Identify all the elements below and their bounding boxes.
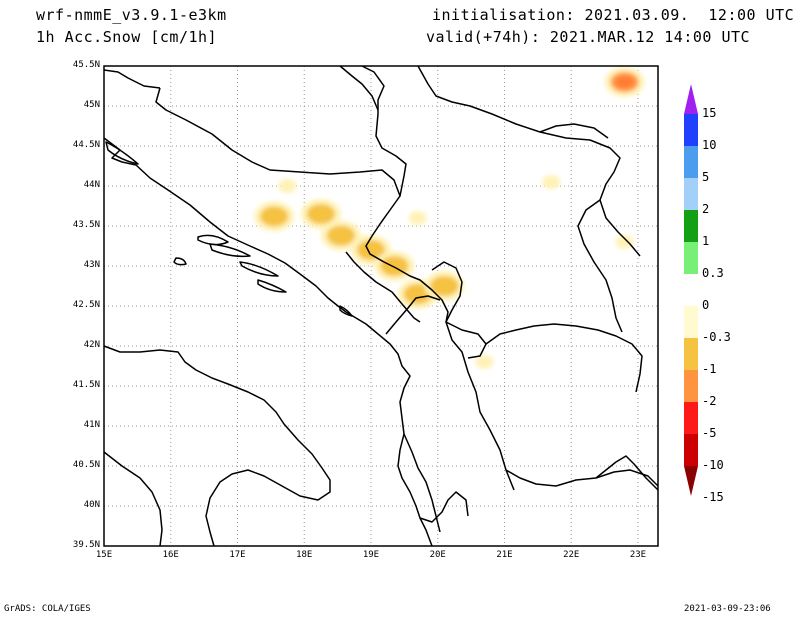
map-border: [103, 65, 659, 547]
lon-tick-label: 20E: [429, 550, 446, 560]
colorbar-segment: [684, 242, 698, 274]
lat-tick-label: 40N: [83, 500, 100, 510]
coastline-italy-gulf: [103, 451, 163, 547]
colorbar-label: 2: [702, 202, 710, 216]
colorbar-segment: [684, 434, 698, 466]
snow-area: [403, 284, 432, 304]
snow-core: [616, 77, 633, 87]
lat-tick-label: 41N: [83, 420, 100, 430]
lat-tick-label: 44N: [83, 180, 100, 190]
colorbar-label: -1: [702, 362, 717, 376]
snow-area: [356, 240, 385, 260]
colorbar-segment: [684, 370, 698, 402]
colorbar-label: 10: [702, 138, 717, 152]
lon-tick-label: 22E: [563, 550, 580, 560]
colorbar-label: -2: [702, 394, 717, 408]
lon-tick-label: 23E: [629, 550, 647, 560]
colorbar-segment: [684, 274, 698, 306]
lat-tick-label: 44.5N: [72, 140, 100, 150]
colorbar-bottom-arrow: [684, 466, 698, 496]
border-kosovo: [431, 261, 487, 359]
lat-tick-label: 45.5N: [72, 60, 100, 70]
colorbar: [684, 84, 698, 496]
colorbar-top-arrow: [684, 84, 698, 114]
coastline-greece-2: [403, 433, 441, 533]
snow-area: [260, 206, 289, 227]
island-6: [339, 305, 353, 317]
colorbar-label: 1: [702, 234, 710, 248]
colorbar-label: 0.3: [702, 266, 724, 280]
init-time: initialisation: 2021.03.09. 12:00 UTC: [432, 6, 795, 24]
border-slovenia: [103, 69, 161, 89]
colorbar-segment: [684, 114, 698, 146]
border-bosnia-serbia: [365, 195, 449, 323]
lon-tick-label: 15E: [95, 550, 113, 560]
snow-shading: [254, 67, 645, 369]
valid-time: valid(+74h): 2021.MAR.12 14:00 UTC: [426, 28, 751, 46]
lon-tick-label: 17E: [229, 550, 246, 560]
model-name: wrf-nmmE_v3.9.1-e3km: [36, 6, 227, 24]
border-romania: [417, 65, 641, 257]
timestamp: 2021-03-09-23:06: [684, 604, 771, 614]
lat-tick-label: 42N: [83, 340, 100, 350]
island-istria: [105, 141, 139, 165]
colorbar-segment: [684, 178, 698, 210]
colorbar-segment: [684, 146, 698, 178]
coastline-albania-2: [419, 491, 469, 523]
coastlines-borders: [103, 65, 659, 547]
border-montenegro: [345, 251, 421, 323]
colorbar-label: -15: [702, 490, 724, 504]
border-north-macedonia-greece: [505, 469, 659, 487]
colorbar-label: 5: [702, 170, 710, 184]
field-name: 1h Acc.Snow [cm/1h]: [36, 28, 218, 46]
border-macedonia: [485, 323, 643, 393]
island-1: [197, 234, 229, 246]
snow-area: [542, 175, 561, 189]
island-3: [239, 261, 279, 277]
snow-area: [615, 235, 634, 249]
lat-tick-label: 42.5N: [72, 300, 100, 310]
snow-area: [475, 355, 494, 369]
border-croatia-bosnia: [155, 65, 407, 197]
colorbar-segment: [684, 338, 698, 370]
lon-tick-label: 19E: [362, 550, 380, 560]
colorbar-label: -10: [702, 458, 724, 472]
lat-tick-label: 40.5N: [72, 460, 100, 470]
snow-area: [430, 276, 459, 296]
border-croatia-hungary: [339, 65, 379, 111]
snow-area: [326, 225, 355, 246]
border-serbia-bulgaria: [577, 199, 623, 333]
island-5: [173, 257, 187, 266]
colorbar-label: -5: [702, 426, 717, 440]
colorbar-segment: [684, 402, 698, 434]
coastline-italy: [103, 345, 331, 547]
lat-tick-label: 39.5N: [72, 540, 100, 550]
coastline-greece: [595, 455, 659, 491]
snow-area: [306, 204, 335, 224]
island-4: [257, 279, 287, 293]
coastline-adriatic-east: [103, 137, 433, 547]
snow-area: [408, 211, 427, 225]
colorbar-label: 15: [702, 106, 717, 120]
lon-tick-label: 16E: [162, 550, 179, 560]
border-montenegro-south: [385, 295, 441, 335]
lon-tick-label: 21E: [496, 550, 513, 560]
colorbar-segment: [684, 306, 698, 338]
colorbar-label: -0.3: [702, 330, 731, 344]
credit: GrADS: COLA/IGES: [4, 604, 91, 614]
border-danube: [539, 123, 609, 139]
lon-tick-label: 18E: [296, 550, 313, 560]
lat-tick-label: 41.5N: [72, 380, 100, 390]
lat-tick-label: 45N: [83, 100, 100, 110]
island-2: [209, 243, 251, 258]
border-albania: [445, 321, 515, 491]
grid-lines: [104, 66, 658, 546]
lat-tick-label: 43.5N: [72, 220, 100, 230]
snow-area: [278, 179, 297, 193]
colorbar-label: 0: [702, 298, 710, 312]
lat-tick-label: 43N: [83, 260, 100, 270]
colorbar-segment: [684, 210, 698, 242]
